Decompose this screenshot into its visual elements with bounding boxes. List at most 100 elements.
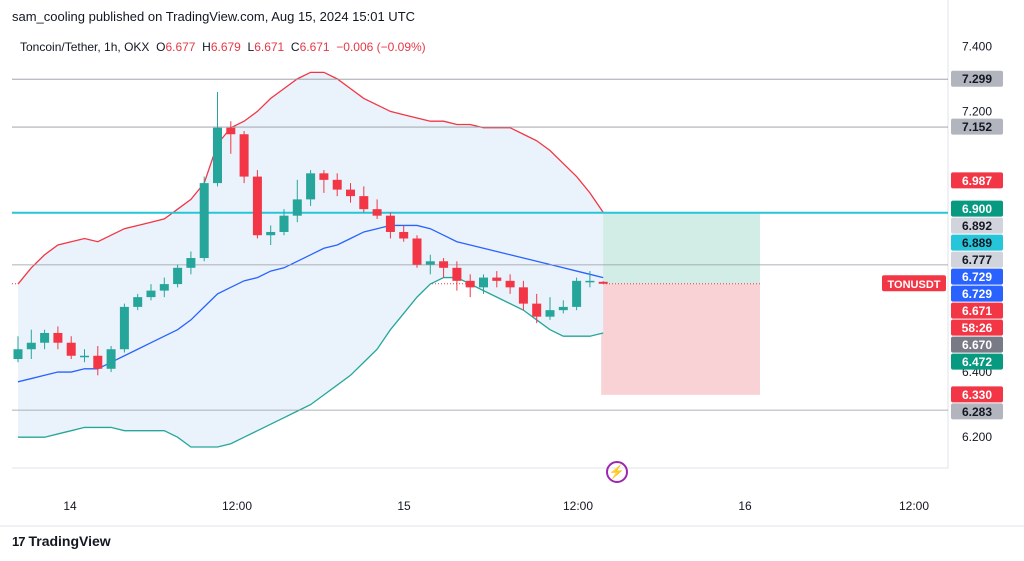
- candle-body: [292, 199, 302, 216]
- candle-body: [545, 310, 555, 317]
- lightning-icon[interactable]: ⚡: [606, 461, 628, 483]
- candle-body: [346, 189, 355, 197]
- legend-close-label: C: [290, 40, 300, 54]
- symbol-tag-bg: [882, 275, 946, 292]
- price-label-bg: [951, 353, 1003, 370]
- price-label-bg: [951, 403, 1003, 420]
- y-tick-label: 7.400: [962, 39, 992, 53]
- legend-low: 6.671: [254, 40, 285, 54]
- candle-body: [26, 342, 36, 350]
- candle-body: [359, 196, 369, 210]
- legend-high-label: H: [202, 40, 211, 54]
- candle-body: [558, 306, 568, 311]
- candle-body: [572, 280, 582, 307]
- candle-body: [319, 173, 329, 180]
- price-label-bg: [951, 234, 1003, 251]
- candle-body: [53, 332, 63, 343]
- price-label: 6.670: [962, 338, 992, 352]
- price-label-bg: [951, 200, 1003, 217]
- band-fill: [18, 72, 604, 447]
- price-label: 58:26: [962, 321, 993, 335]
- price-label-bg: [951, 336, 1003, 353]
- x-tick-label: 12:00: [899, 499, 929, 513]
- legend-symbol: Toncoin/Tether, 1h, OKX: [20, 40, 150, 54]
- candle-body: [279, 215, 289, 232]
- x-tick-label: 12:00: [222, 499, 252, 513]
- candle-body: [159, 284, 169, 291]
- candle-body: [119, 306, 129, 350]
- candle-body: [199, 183, 209, 259]
- price-label: 6.729: [962, 287, 992, 301]
- candle-body: [146, 290, 156, 298]
- bollinger-bands: [17, 71, 604, 448]
- price-label: 6.330: [962, 388, 992, 402]
- brand-name: TradingView: [28, 533, 111, 549]
- x-tick-label: 12:00: [563, 499, 593, 513]
- candle-body: [173, 267, 183, 285]
- legend-close: 6.671: [299, 40, 330, 54]
- horizontal-lines: [12, 78, 948, 411]
- time-axis[interactable]: 14 12:00 15 12:00 16 12:00: [63, 499, 929, 513]
- legend-low-label: L: [247, 40, 255, 54]
- candle-body: [226, 127, 236, 135]
- candle-body: [93, 355, 103, 369]
- candle-body: [399, 231, 409, 239]
- legend-high: 6.679: [210, 40, 241, 54]
- price-label: 6.900: [962, 202, 992, 216]
- x-tick-label: 15: [397, 499, 411, 513]
- price-label-bg: [951, 70, 1003, 87]
- symbol-tag: TONUSDT: [888, 279, 941, 291]
- price-label: 6.892: [962, 219, 992, 233]
- position-zones: [12, 212, 760, 395]
- x-tick-label: 14: [63, 499, 77, 513]
- legend-change: −0.006 (−0.09%): [336, 40, 426, 54]
- symbol-legend: Toncoin/Tether, 1h, OKX O6.677 H6.679 L6…: [20, 40, 426, 54]
- candle-body: [133, 297, 143, 307]
- target-zone: [601, 212, 760, 284]
- candle-body: [412, 238, 422, 265]
- candle-body: [465, 280, 475, 288]
- candle-body: [598, 281, 608, 284]
- candle-body: [332, 179, 342, 190]
- tradingview-brand[interactable]: 17 TradingView: [12, 533, 111, 549]
- candle-body: [252, 176, 262, 236]
- price-label-bg: [951, 319, 1003, 336]
- y-tick-label: 7.200: [962, 104, 992, 118]
- publisher-header: sam_cooling published on TradingView.com…: [12, 9, 416, 24]
- candle-body: [13, 349, 23, 360]
- price-label: 6.729: [962, 270, 992, 284]
- candles: [13, 91, 608, 376]
- candle-body: [439, 261, 449, 268]
- stop-zone: [601, 283, 760, 395]
- x-tick-label: 16: [738, 499, 752, 513]
- price-label: 6.472: [962, 355, 992, 369]
- price-axis[interactable]: 7.4007.2006.4006.2007.2997.1526.9876.900…: [882, 39, 1003, 444]
- price-label-bg: [951, 251, 1003, 268]
- y-tick-label: 6.200: [962, 430, 992, 444]
- candle-body: [266, 231, 276, 236]
- candle-body: [372, 209, 382, 216]
- price-label: 6.777: [962, 253, 992, 267]
- legend-open-label: O: [156, 40, 166, 54]
- candle-body: [80, 355, 89, 358]
- candle-body: [585, 280, 595, 283]
- chart-background: [0, 0, 1024, 527]
- price-label-bg: [951, 118, 1003, 135]
- candle-body: [213, 127, 222, 184]
- price-label-bg: [951, 285, 1003, 302]
- price-label-bg: [951, 172, 1003, 189]
- price-label: 6.671: [962, 304, 992, 318]
- candle-body: [385, 215, 395, 232]
- price-label-bg: [951, 302, 1003, 319]
- candle-body: [40, 332, 50, 343]
- candle-body: [492, 277, 502, 281]
- price-label: 7.299: [962, 72, 992, 86]
- upper-band-line: [17, 71, 604, 285]
- candle-body: [479, 277, 488, 288]
- candle-body: [106, 349, 116, 369]
- tradingview-logo-icon: 17: [12, 533, 26, 549]
- candle-body: [532, 303, 542, 317]
- legend-open: 6.677: [165, 40, 196, 54]
- price-label: 6.283: [962, 405, 992, 419]
